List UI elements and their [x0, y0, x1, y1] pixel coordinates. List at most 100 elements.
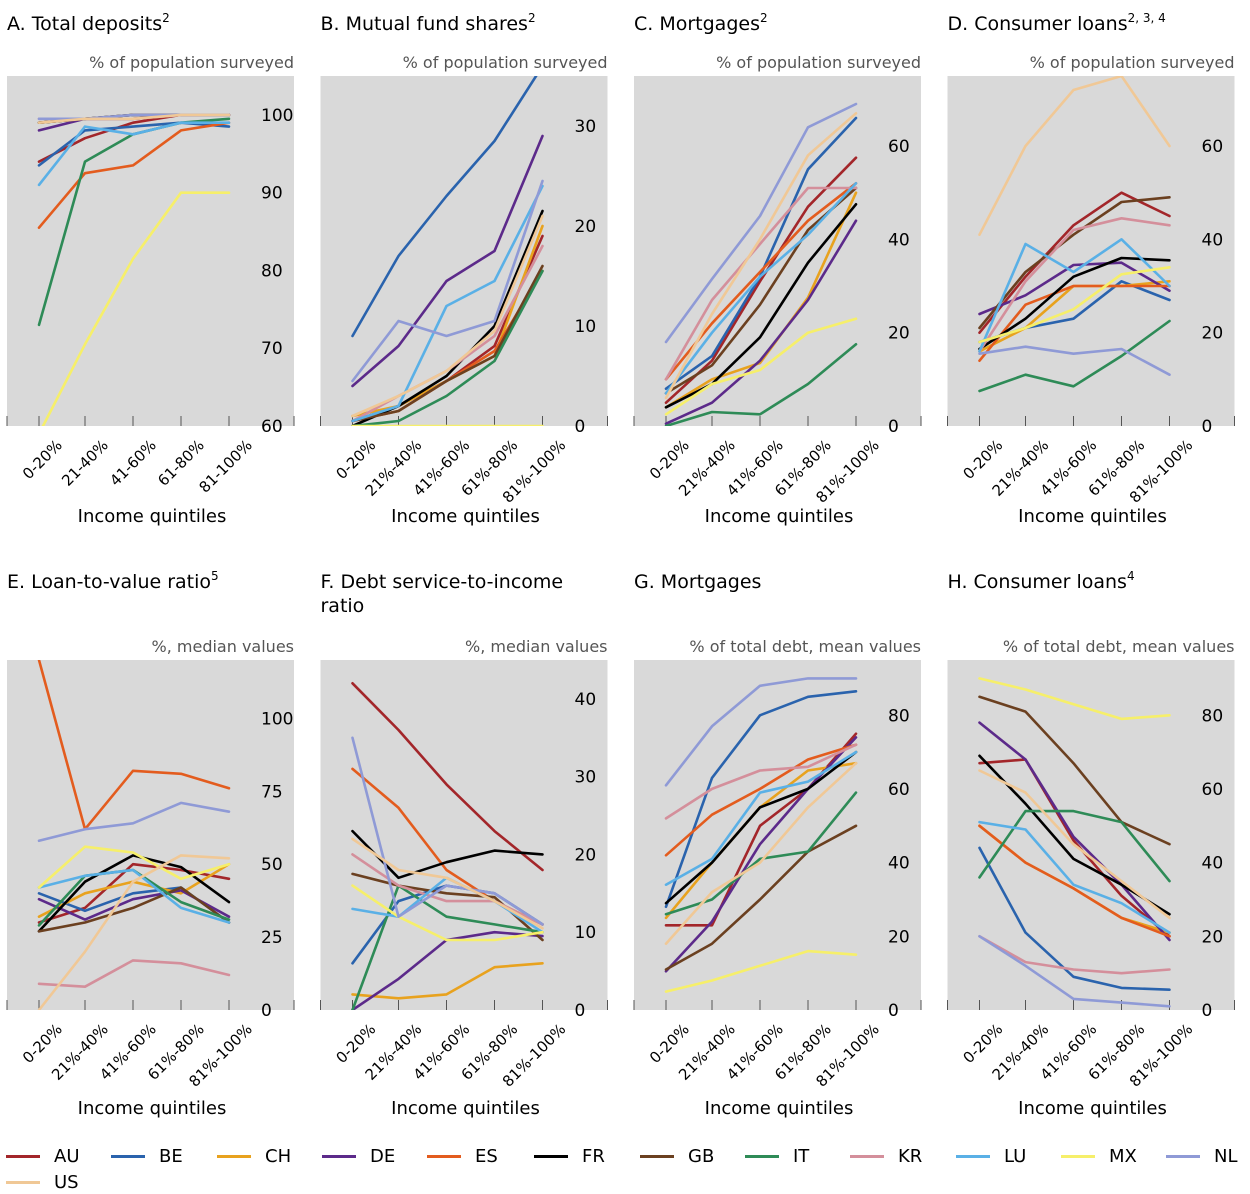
series-line-es — [37, 660, 231, 831]
title-footnote: 2 — [162, 11, 170, 25]
panel-subtitle: % of total debt, mean values — [689, 637, 921, 656]
y-tick-label: 10 — [575, 923, 597, 943]
series-line-us — [37, 854, 231, 1010]
title-footnote: 4 — [1127, 569, 1135, 583]
legend-label: AU — [54, 1145, 80, 1167]
legend-label: IT — [793, 1145, 810, 1167]
y-tick-label: 0 — [888, 1001, 899, 1021]
series-line-de — [664, 219, 858, 426]
series-line-fr — [37, 854, 231, 933]
panel-b: B. Mutual fund shares2 % of population su… — [320, 11, 608, 527]
y-tick-label: 20 — [575, 217, 597, 237]
series-line-de — [978, 721, 1171, 942]
legend-item-lu: LU — [956, 1144, 1026, 1168]
panel-e: E. Loan-to-value ratio5 %, median values 0… — [6, 569, 295, 1119]
plot-area — [947, 76, 1235, 426]
series-line-it — [351, 269, 544, 426]
y-tick-label: 30 — [575, 768, 597, 788]
legend-swatch — [111, 1154, 145, 1158]
y-tick-label: 100 — [261, 709, 293, 729]
legend-item-kr: KR — [850, 1144, 922, 1168]
legend-label: NL — [1214, 1145, 1238, 1167]
legend-item-fr: FR — [534, 1144, 605, 1168]
y-tick-label: 80 — [1202, 706, 1224, 726]
series-line-mx — [41, 191, 231, 426]
y-tick-label: 40 — [1202, 854, 1224, 874]
panel-title: C. Mortgages2 — [634, 11, 768, 35]
panel-title: B. Mutual fund shares2 — [321, 11, 536, 35]
legend-item-de: DE — [322, 1144, 395, 1168]
legend-label: ES — [475, 1145, 498, 1167]
y-tick-label: 20 — [888, 927, 910, 947]
series-line-us — [978, 76, 1171, 236]
panel-title: D. Consumer loans2, 3, 4 — [948, 11, 1166, 35]
y-tick-label: 75 — [261, 782, 283, 802]
y-tick-label: 60 — [261, 417, 283, 437]
series-line-us — [664, 761, 858, 946]
series-line-nl — [978, 345, 1171, 377]
series-line-fr — [351, 209, 544, 426]
series-line-ch — [664, 191, 858, 409]
series-line-es — [664, 743, 858, 857]
y-tick-label: 60 — [1202, 780, 1224, 800]
panel-subtitle: % of total debt, mean values — [1003, 637, 1235, 656]
x-tick-label: 21-40% — [58, 436, 112, 490]
series-line-mx — [351, 884, 544, 942]
series-line-mx — [664, 317, 858, 416]
series-line-us — [351, 837, 544, 930]
series-line-lu — [978, 238, 1171, 353]
series-line-kr — [978, 934, 1171, 975]
panel-title: A. Total deposits2 — [7, 11, 170, 35]
series-group — [37, 113, 231, 426]
series-group — [37, 660, 231, 1010]
series-line-gb — [351, 264, 544, 423]
legend-label: BE — [159, 1145, 183, 1167]
y-tick-label: 0 — [575, 417, 586, 437]
series-line-lu — [978, 820, 1171, 934]
series-line-mx — [664, 949, 858, 993]
panel-subtitle: % of population surveyed — [89, 53, 294, 72]
plot-area — [947, 660, 1235, 1010]
series-line-lu — [664, 182, 858, 395]
series-line-be — [351, 76, 538, 338]
series-line-us — [37, 113, 231, 124]
legend-item-es: ES — [427, 1144, 498, 1168]
series-line-us — [978, 769, 1171, 920]
panel-a: A. Total deposits2 % of population survey… — [6, 11, 295, 527]
series-line-lu — [37, 121, 231, 187]
series-group — [978, 677, 1171, 1008]
series-line-fr — [978, 256, 1171, 351]
series-line-ch — [351, 961, 544, 1000]
series-line-es — [978, 824, 1171, 938]
series-line-au — [351, 681, 544, 872]
legend-swatch — [322, 1154, 356, 1158]
series-group — [351, 681, 544, 1010]
series-line-gb — [37, 886, 231, 933]
y-tick-label: 20 — [888, 324, 910, 344]
series-group — [664, 102, 858, 426]
legend-item-ch: CH — [217, 1144, 291, 1168]
legend-item-gb: GB — [640, 1144, 714, 1168]
plot-area — [634, 76, 921, 426]
chart-grid: A. Total deposits2 % of population survey… — [6, 11, 1235, 1119]
legend-swatch — [217, 1154, 251, 1158]
legend-label: KR — [898, 1145, 923, 1167]
y-tick-label: 80 — [261, 261, 283, 281]
series-group — [351, 76, 544, 426]
series-line-it — [664, 791, 858, 916]
series-line-nl — [351, 736, 544, 926]
series-group — [664, 677, 858, 993]
y-tick-label: 40 — [888, 230, 910, 250]
panel-subtitle: % of population surveyed — [1030, 53, 1235, 72]
y-tick-label: 100 — [261, 106, 293, 126]
series-line-gb — [978, 695, 1171, 846]
y-tick-label: 10 — [575, 317, 597, 337]
series-line-lu — [351, 184, 544, 423]
series-line-nl — [37, 801, 231, 843]
x-axis-label: Income quintiles — [705, 1098, 854, 1119]
series-line-kr — [978, 217, 1171, 353]
panel-subtitle: %, median values — [152, 637, 294, 656]
y-tick-label: 80 — [888, 706, 910, 726]
series-line-nl — [664, 677, 858, 787]
plot-area — [320, 660, 608, 1010]
